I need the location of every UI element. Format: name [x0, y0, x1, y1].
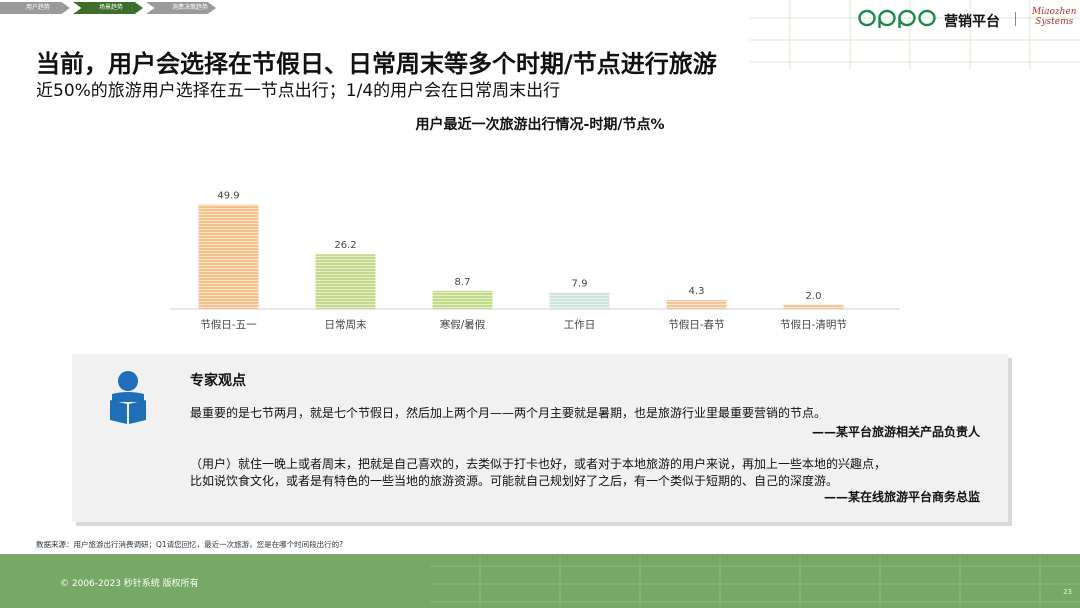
oppo-wordmark-icon	[858, 9, 936, 28]
footer-grid-decoration	[430, 554, 1080, 608]
bar-texture-0	[198, 204, 259, 309]
expert-quote-1: 最重要的是七节两月，就是七个节假日，然后加上两个月——两个月主要就是暑期，也是旅…	[190, 406, 827, 420]
bar-chart: 49.9 节假日-五一 26.2 日常周末 8.7 寒假/暑假 7.9 工作日 4.3 节假日-春…	[170, 191, 900, 331]
expert-heading: 专家观点	[190, 373, 246, 389]
expert-reader-icon	[110, 371, 146, 424]
breadcrumb: 用户趋势 场景趋势 消费决策趋势	[0, 2, 219, 14]
bar-texture-2	[432, 290, 493, 309]
category-label-5: 节假日-清明节	[780, 318, 847, 331]
page-subtitle: 近50%的旅游用户选择在五一节点出行；1/4的用户会在日常周末出行	[36, 81, 561, 101]
expert-source-2: ——某在线旅游平台商务总监	[823, 490, 980, 504]
bar-texture-1	[315, 254, 376, 309]
data-label-2: 8.7	[455, 277, 471, 288]
expert-quote-2-line-2: 比如说饮食文化，或者是有特色的一些当地的旅游资源。可能就自己规划好了之后，有一个…	[190, 474, 839, 488]
category-label-1: 日常周末	[325, 318, 367, 331]
data-label-1: 26.2	[334, 240, 356, 251]
footer: © 2006-2023 秒针系统 版权所有 23	[0, 554, 1080, 608]
page-number: 23	[1063, 588, 1072, 596]
copyright: © 2006-2023 秒针系统 版权所有	[60, 579, 199, 589]
bar-texture-3	[549, 292, 610, 309]
logo-divider	[1015, 12, 1016, 26]
miaozhen-logo-line1: Miaozhen	[1032, 7, 1077, 17]
bar-texture-4	[666, 300, 727, 309]
data-label-3: 7.9	[572, 278, 588, 289]
page-title: 当前，用户会选择在节假日、日常周末等多个时期/节点进行旅游	[36, 50, 717, 78]
category-label-2: 寒假/暑假	[440, 318, 486, 331]
data-label-4: 4.3	[689, 286, 705, 297]
expert-panel	[72, 354, 1008, 522]
breadcrumb-item-decision-trend[interactable]: 消费决策趋势	[146, 2, 216, 14]
miaozhen-logo-line2: Systems	[1035, 17, 1074, 27]
data-label-0: 49.9	[217, 191, 239, 202]
expert-source-1: ——某平台旅游相关产品负责人	[811, 425, 980, 439]
platform-name: 营销平台	[944, 14, 1000, 30]
category-label-3: 工作日	[564, 319, 596, 331]
breadcrumb-item-scene-trend[interactable]: 场景趋势	[73, 2, 143, 14]
category-label-0: 节假日-五一	[200, 318, 257, 331]
data-source-note: 数据来源：用户旅游出行消费调研；Q1请您回忆，最近一次旅游，您是在哪个时间段出行…	[36, 540, 344, 549]
breadcrumb-item-user-trend[interactable]: 用户趋势	[0, 2, 70, 14]
category-label-4: 节假日-春节	[668, 318, 724, 331]
expert-quote-2-line-1: （用户）就住一晚上或者周末，把就是自己喜欢的，去类似于打卡也好，或者对于本地旅游…	[190, 457, 887, 471]
miaozhen-logo: Miaozhen Systems	[1032, 7, 1077, 27]
chart-title: 用户最近一次旅游出行情况-时期/节点%	[415, 117, 665, 133]
bar-texture-5	[783, 304, 844, 309]
data-label-5: 2.0	[806, 291, 822, 302]
oppo-logo	[858, 8, 936, 34]
